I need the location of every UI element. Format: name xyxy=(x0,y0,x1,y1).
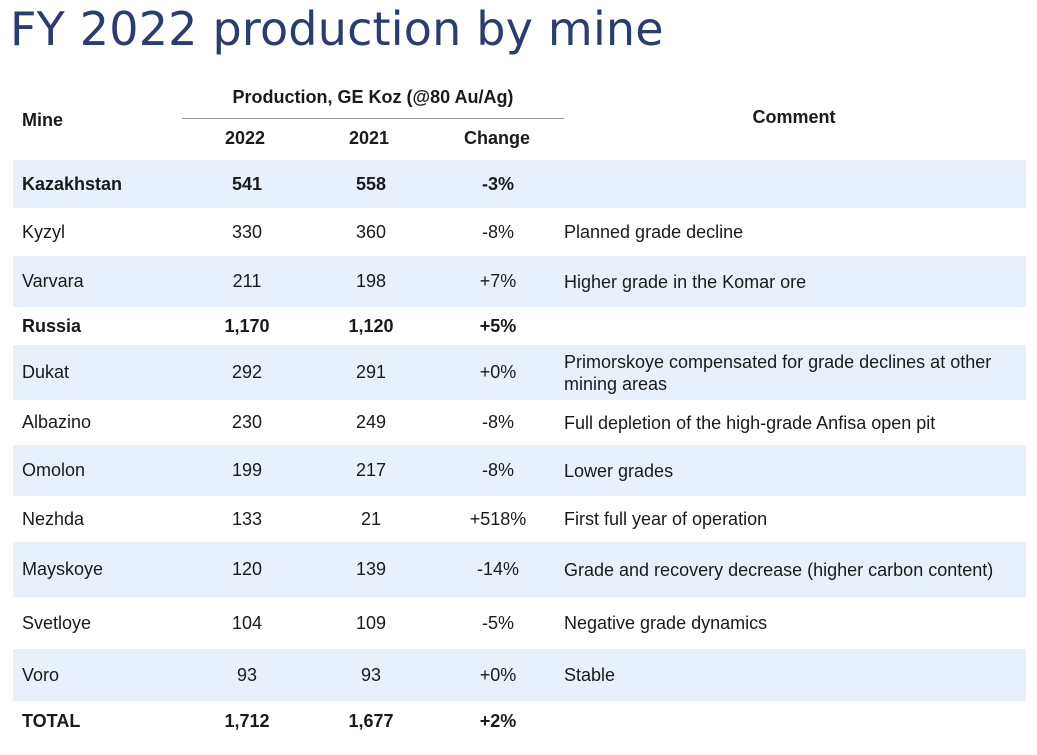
value-2022-cell: 230 xyxy=(231,412,263,432)
column-header-mine: Mine xyxy=(22,110,64,130)
table-row-nezhda: Nezhda 133 21 +518% First full year of o… xyxy=(13,496,1026,542)
value-2022-cell: 211 xyxy=(232,271,262,291)
mine-cell: Russia xyxy=(22,315,82,336)
table-row-russia: Russia 1,170 1,120 +5% xyxy=(13,307,1026,345)
value-2021-cell: 21 xyxy=(360,508,382,529)
page-title: FY 2022 production by mine xyxy=(10,2,664,56)
change-cell: +7% xyxy=(479,271,517,291)
mine-cell: Svetloye xyxy=(22,612,92,633)
change-cell: -8% xyxy=(481,412,514,432)
mine-cell: Nezhda xyxy=(22,508,85,529)
value-2021-cell: 291 xyxy=(355,362,387,382)
table-row-kyzyl: Kyzyl 330 360 -8% Planned grade decline xyxy=(13,208,1026,256)
value-2022-cell: 1,170 xyxy=(224,315,270,336)
change-cell: +0% xyxy=(479,664,517,685)
comment-cell: Stable xyxy=(564,665,616,685)
table-row-varvara: Varvara 211 198 +7% Higher grade in the … xyxy=(13,256,1026,307)
comment-cell: Negative grade dynamics xyxy=(564,613,768,633)
value-2021-cell: 1,120 xyxy=(348,315,394,336)
value-2022-cell: 104 xyxy=(231,612,263,633)
value-2022-cell: 541 xyxy=(231,173,263,194)
mine-cell: Voro xyxy=(22,664,60,685)
mine-cell: Mayskoye xyxy=(22,559,104,579)
value-2022-cell: 133 xyxy=(231,508,263,529)
value-2021-cell: 1,677 xyxy=(348,710,394,731)
mine-cell: Kazakhstan xyxy=(22,173,123,194)
mine-cell: Albazino xyxy=(22,412,92,432)
mine-cell: Dukat xyxy=(22,362,70,382)
value-2022-cell: 330 xyxy=(231,221,263,242)
column-group-header-production: Production, GE Koz (@80 Au/Ag) xyxy=(232,87,514,107)
change-cell: +5% xyxy=(479,315,517,336)
comment-cell: First full year of operation xyxy=(564,509,768,529)
value-2021-cell: 360 xyxy=(355,221,387,242)
table-row-mayskoye: Mayskoye 120 139 -14% Grade and recovery… xyxy=(13,542,1026,597)
production-table: Kazakhstan 541 558 -3% Kyzyl 330 360 -8%… xyxy=(13,160,1026,741)
value-2021-cell: 558 xyxy=(355,173,387,194)
table-row-dukat: Dukat 292 291 +0% Primorskoye compensate… xyxy=(13,345,1026,400)
mine-cell: Omolon xyxy=(22,460,86,480)
change-cell: -5% xyxy=(481,612,514,633)
table-row-total: TOTAL 1,712 1,677 +2% xyxy=(13,701,1026,741)
value-2021-cell: 109 xyxy=(355,612,387,633)
value-2021-cell: 93 xyxy=(360,664,382,685)
value-2022-cell: 199 xyxy=(231,460,263,480)
change-cell: +2% xyxy=(479,710,517,731)
value-2021-cell: 217 xyxy=(355,460,387,480)
value-2022-cell: 120 xyxy=(231,559,263,579)
comment-cell: Primorskoye compensated for grade declin… xyxy=(564,351,992,394)
change-cell: -14% xyxy=(476,559,520,579)
column-header-comment: Comment xyxy=(752,107,836,127)
mine-cell: Varvara xyxy=(22,271,84,291)
table-row-albazino: Albazino 230 249 -8% Full depletion of t… xyxy=(13,400,1026,445)
comment-cell: Higher grade in the Komar ore xyxy=(564,271,807,292)
comment-cell: Lower grades xyxy=(564,460,674,481)
column-header-2022: 2022 xyxy=(224,128,266,148)
value-2021-cell: 139 xyxy=(355,559,387,579)
change-cell: +0% xyxy=(479,362,517,382)
change-cell: -8% xyxy=(481,460,514,480)
header-divider xyxy=(182,118,564,119)
table-row-svetloye: Svetloye 104 109 -5% Negative grade dyna… xyxy=(13,597,1026,649)
change-cell: -8% xyxy=(481,221,514,242)
comment-cell: Full depletion of the high-grade Anfisa … xyxy=(564,412,936,433)
change-cell: -3% xyxy=(481,173,514,194)
comment-cell: Planned grade decline xyxy=(564,222,744,242)
value-2021-cell: 198 xyxy=(355,271,387,291)
comment-cell: Grade and recovery decrease (higher carb… xyxy=(564,559,994,580)
value-2021-cell: 249 xyxy=(355,412,387,432)
value-2022-cell: 292 xyxy=(231,362,263,382)
table-row-voro: Voro 93 93 +0% Stable xyxy=(13,649,1026,701)
mine-cell: TOTAL xyxy=(22,710,81,731)
change-cell: +518% xyxy=(469,508,527,529)
table-row-omolon: Omolon 199 217 -8% Lower grades xyxy=(13,445,1026,496)
column-header-change: Change xyxy=(463,128,530,148)
column-header-2021: 2021 xyxy=(348,128,390,148)
mine-cell: Kyzyl xyxy=(22,221,66,242)
value-2022-cell: 93 xyxy=(236,664,258,685)
value-2022-cell: 1,712 xyxy=(224,710,270,731)
table-row-kazakhstan: Kazakhstan 541 558 -3% xyxy=(13,160,1026,208)
